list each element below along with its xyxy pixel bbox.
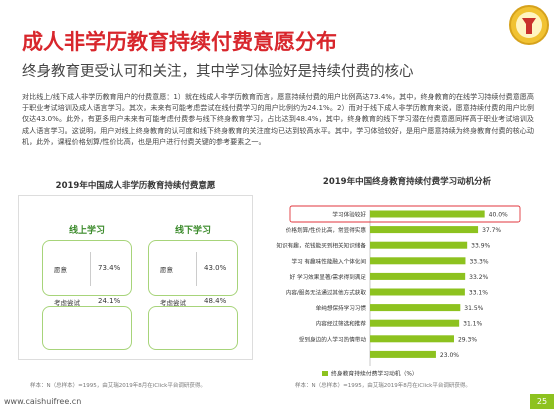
bar xyxy=(370,257,466,265)
bar xyxy=(370,241,468,249)
chart: 2019年中国终身教育持续付费学习动机分析 学习体验较好 40.0% 价格划算/性价… xyxy=(276,176,521,378)
group-title: 线上学习 xyxy=(68,226,105,236)
value-label: 33.2% xyxy=(469,274,488,281)
body-text: 对比线上/线下成人非学历教育用户的付费意愿：1）就在线成人非学历教育而言，愿意持… xyxy=(22,92,534,146)
value-label: 33.3% xyxy=(469,258,488,265)
group-box xyxy=(148,306,238,350)
bar xyxy=(370,335,454,343)
item-value: 43.0% xyxy=(204,264,227,272)
category-label: 受到身边的人学习热情带动 xyxy=(299,335,367,343)
source: 样本：N（总样本）=1995，由艾瑞2019年8月在iClick平台调研获得。 xyxy=(30,383,206,389)
group-box xyxy=(42,306,132,350)
group-box xyxy=(148,240,238,296)
item-label: 考虑尝试 xyxy=(160,299,186,307)
item-label: 考虑尝试 xyxy=(54,299,80,307)
group-box xyxy=(42,240,132,296)
panel-frame xyxy=(18,195,253,360)
value-label: 31.5% xyxy=(464,305,483,312)
value-label: 23.0% xyxy=(440,352,459,359)
value-label: 40.0% xyxy=(489,212,508,219)
item-label: 愿意 xyxy=(54,266,67,274)
value-label: 33.9% xyxy=(471,243,490,250)
highlight xyxy=(289,205,521,223)
logo xyxy=(509,5,549,45)
item-value: 24.1% xyxy=(98,297,121,305)
category-label: 内容经过筛选和推荐 xyxy=(316,320,367,328)
source: 样本：N（总样本）=1995，由艾瑞2019年8月在iClick平台调研获得。 xyxy=(295,383,471,389)
panel-title: 2019年中国成人非学历教育持续付费意愿 xyxy=(55,181,216,191)
group-title: 线下学习 xyxy=(174,226,211,236)
bar xyxy=(370,288,465,296)
category-label: 学习体验较好 xyxy=(332,211,366,219)
value-label: 37.7% xyxy=(482,227,501,234)
site: www.caishuifree.cn xyxy=(4,397,82,406)
title: 成人非学历教育持续付费意愿分布 xyxy=(22,30,337,54)
divider xyxy=(196,252,197,286)
value-label: 33.1% xyxy=(469,290,488,297)
subtitle: 终身教育更受认可和关注，其中学习体验好是持续付费的核心 xyxy=(22,64,414,80)
divider xyxy=(90,252,91,286)
category-label: 好 学习效果显著/需求得到满足 xyxy=(290,273,367,281)
bar xyxy=(370,210,485,218)
bar xyxy=(370,272,466,280)
category-label: 价格划算/性价比高，常显得实惠 xyxy=(286,226,367,234)
bar xyxy=(370,304,461,312)
page-number: 25 xyxy=(530,394,554,409)
bar xyxy=(370,319,460,327)
chart-title: 2019年中国终身教育持续付费学习动机分析 xyxy=(323,176,492,187)
category-label: 知识有趣，花钱能买到相关知识储备 xyxy=(276,242,366,250)
value-label: 31.1% xyxy=(463,321,482,328)
legend-swatch xyxy=(322,371,328,376)
category-label: 单纯想保持学习习惯 xyxy=(316,304,367,312)
bar xyxy=(370,226,479,234)
value-label: 29.3% xyxy=(458,336,477,343)
bar xyxy=(370,350,436,358)
legend-label: 终身教育持续付费学习动机（%） xyxy=(331,370,418,378)
item-value: 48.4% xyxy=(204,297,227,305)
item-value: 73.4% xyxy=(98,264,121,272)
item-label: 愿意 xyxy=(160,266,173,274)
category-label: 内容/服务无法通过其他方式获取 xyxy=(286,289,367,297)
category-label: 学习 有趣味性能融入个体化间 xyxy=(292,257,367,265)
